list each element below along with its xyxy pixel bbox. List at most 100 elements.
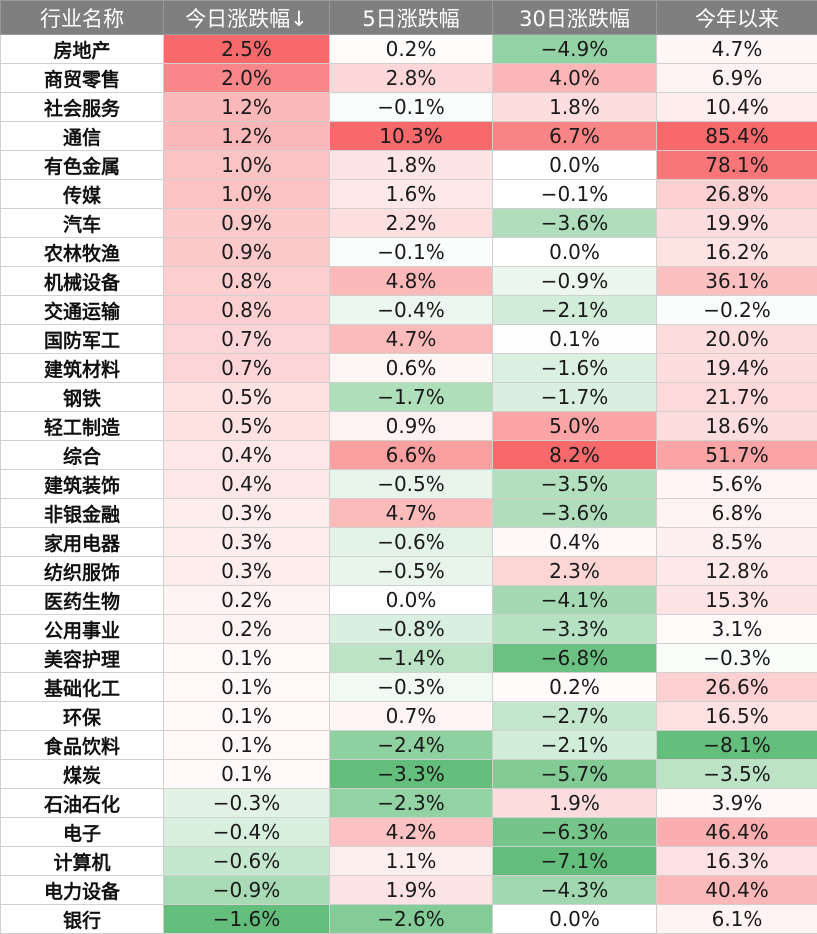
30day-change-cell: −3.5% (493, 470, 657, 499)
today-change-cell: −0.6% (164, 847, 330, 876)
today-change-cell: 0.5% (164, 383, 330, 412)
ytd-change-cell: 15.3% (657, 586, 817, 615)
30day-change-cell: −7.1% (493, 847, 657, 876)
5day-change-cell: −0.8% (330, 615, 493, 644)
ytd-change-cell: 5.6% (657, 470, 817, 499)
ytd-change-cell: 40.4% (657, 876, 817, 905)
industry-name-cell: 医药生物 (1, 586, 164, 615)
30day-change-cell: −4.3% (493, 876, 657, 905)
30day-change-cell: 0.1% (493, 325, 657, 354)
ytd-change-cell: 20.0% (657, 325, 817, 354)
5day-change-cell: −2.3% (330, 789, 493, 818)
industry-name-cell: 通信 (1, 122, 164, 151)
5day-change-cell: 0.9% (330, 412, 493, 441)
industry-name-cell: 公用事业 (1, 615, 164, 644)
5day-change-cell: −2.6% (330, 905, 493, 934)
5day-change-cell: −0.1% (330, 238, 493, 267)
30day-change-cell: 0.0% (493, 238, 657, 267)
today-change-cell: −0.3% (164, 789, 330, 818)
30day-change-cell: −3.6% (493, 499, 657, 528)
today-change-cell: 0.5% (164, 412, 330, 441)
30day-change-cell: 1.8% (493, 93, 657, 122)
industry-name-cell: 轻工制造 (1, 412, 164, 441)
30day-change-cell: 4.0% (493, 64, 657, 93)
today-change-cell: 0.7% (164, 325, 330, 354)
ytd-change-cell: 3.1% (657, 615, 817, 644)
industry-name-cell: 社会服务 (1, 93, 164, 122)
30day-change-cell: −1.6% (493, 354, 657, 383)
header-30day-change[interactable]: 30日涨跌幅 (493, 1, 657, 35)
industry-name-cell: 计算机 (1, 847, 164, 876)
today-change-cell: 0.1% (164, 760, 330, 789)
today-change-cell: 0.4% (164, 470, 330, 499)
30day-change-cell: 0.0% (493, 905, 657, 934)
today-change-cell: 0.7% (164, 354, 330, 383)
industry-name-cell: 钢铁 (1, 383, 164, 412)
5day-change-cell: −0.3% (330, 673, 493, 702)
ytd-change-cell: −0.2% (657, 296, 817, 325)
today-change-cell: −0.9% (164, 876, 330, 905)
industry-name-cell: 煤炭 (1, 760, 164, 789)
today-change-cell: −1.6% (164, 905, 330, 934)
header-ytd-change[interactable]: 今年以来 (657, 1, 817, 35)
industry-name-cell: 房地产 (1, 35, 164, 64)
table-row: 计算机−0.6%1.1%−7.1%16.3% (1, 847, 817, 876)
5day-change-cell: 1.8% (330, 151, 493, 180)
industry-name-cell: 汽车 (1, 209, 164, 238)
30day-change-cell: −0.1% (493, 180, 657, 209)
30day-change-cell: −5.7% (493, 760, 657, 789)
5day-change-cell: −1.7% (330, 383, 493, 412)
30day-change-cell: −3.6% (493, 209, 657, 238)
30day-change-cell: −1.7% (493, 383, 657, 412)
industry-name-cell: 电力设备 (1, 876, 164, 905)
30day-change-cell: −4.1% (493, 586, 657, 615)
today-change-cell: 0.9% (164, 238, 330, 267)
ytd-change-cell: 6.9% (657, 64, 817, 93)
industry-name-cell: 综合 (1, 441, 164, 470)
30day-change-cell: 8.2% (493, 441, 657, 470)
today-change-cell: 0.4% (164, 441, 330, 470)
header-industry-name[interactable]: 行业名称 (1, 1, 164, 35)
30day-change-cell: −3.3% (493, 615, 657, 644)
ytd-change-cell: 12.8% (657, 557, 817, 586)
industry-name-cell: 机械设备 (1, 267, 164, 296)
header-today-change-sorted[interactable]: 今日涨跌幅↓ (164, 1, 330, 35)
5day-change-cell: 6.6% (330, 441, 493, 470)
industry-name-cell: 纺织服饰 (1, 557, 164, 586)
5day-change-cell: −0.5% (330, 470, 493, 499)
today-change-cell: 0.1% (164, 673, 330, 702)
today-change-cell: 0.3% (164, 499, 330, 528)
30day-change-cell: −0.9% (493, 267, 657, 296)
30day-change-cell: 0.4% (493, 528, 657, 557)
5day-change-cell: 2.8% (330, 64, 493, 93)
ytd-change-cell: −8.1% (657, 731, 817, 760)
5day-change-cell: 1.6% (330, 180, 493, 209)
30day-change-cell: 1.9% (493, 789, 657, 818)
header-5day-change[interactable]: 5日涨跌幅 (330, 1, 493, 35)
ytd-change-cell: 4.7% (657, 35, 817, 64)
5day-change-cell: −3.3% (330, 760, 493, 789)
today-change-cell: 0.8% (164, 296, 330, 325)
5day-change-cell: 1.9% (330, 876, 493, 905)
industry-name-cell: 交通运输 (1, 296, 164, 325)
5day-change-cell: 10.3% (330, 122, 493, 151)
30day-change-cell: −2.1% (493, 731, 657, 760)
today-change-cell: 0.3% (164, 528, 330, 557)
today-change-cell: 0.1% (164, 644, 330, 673)
industry-name-cell: 非银金融 (1, 499, 164, 528)
industry-name-cell: 银行 (1, 905, 164, 934)
30day-change-cell: 6.7% (493, 122, 657, 151)
ytd-change-cell: 19.9% (657, 209, 817, 238)
5day-change-cell: 0.6% (330, 354, 493, 383)
today-change-cell: 0.9% (164, 209, 330, 238)
industry-name-cell: 建筑材料 (1, 354, 164, 383)
